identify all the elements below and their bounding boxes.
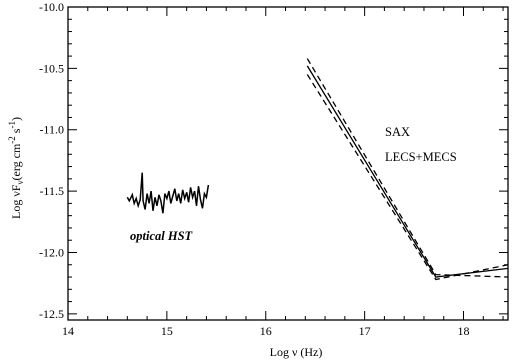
y-tick-label: -10.5 xyxy=(39,61,64,75)
axes xyxy=(67,6,509,321)
series-sax-upper-bound xyxy=(306,58,509,278)
series-sax-best-fit-line xyxy=(306,65,509,278)
x-tick-label: 15 xyxy=(161,324,173,338)
x-tick-label: 16 xyxy=(260,324,272,338)
y-tick-label: -12.5 xyxy=(39,307,64,321)
series-group xyxy=(126,58,509,281)
ticks: 14 15 16 17 18 -10.0 -10.5 -11.0 -11.5 -12.0 -12.5 xyxy=(39,0,508,338)
y-tick-label: -11.5 xyxy=(39,184,64,198)
plot-frame xyxy=(67,6,509,321)
annotation-sax: SAX xyxy=(385,125,410,139)
x-tick-label: 14 xyxy=(62,324,74,338)
x-axis-title: Log ν (Hz) xyxy=(270,345,323,359)
y-axis-title-mid: s xyxy=(9,128,23,136)
annotation-optical-hst: optical HST xyxy=(130,229,194,243)
series-sax-lower-bound xyxy=(306,74,509,281)
y-tick-label: -10.0 xyxy=(39,0,64,14)
y-axis-title-units: (erg cm xyxy=(9,143,23,180)
y-axis-title-exp2: -1 xyxy=(7,121,17,129)
x-tick-label: 18 xyxy=(458,324,470,338)
y-axis-title-end: ) xyxy=(9,117,23,121)
x-tick-label: 17 xyxy=(359,324,371,338)
y-tick-label: -12.0 xyxy=(39,245,64,259)
y-axis-title: Log νFν(erg cm-2 s-1) xyxy=(7,117,25,219)
y-tick-label: -11.0 xyxy=(39,123,64,137)
annotation-lecs-mecs: LECS+MECS xyxy=(385,150,457,164)
y-axis-title-exp1: -2 xyxy=(7,136,17,144)
y-axis-title-main: Log νF xyxy=(9,184,23,219)
y-axis-title-sub: ν xyxy=(15,180,25,184)
series-optical-hst-spectrum xyxy=(126,172,210,214)
